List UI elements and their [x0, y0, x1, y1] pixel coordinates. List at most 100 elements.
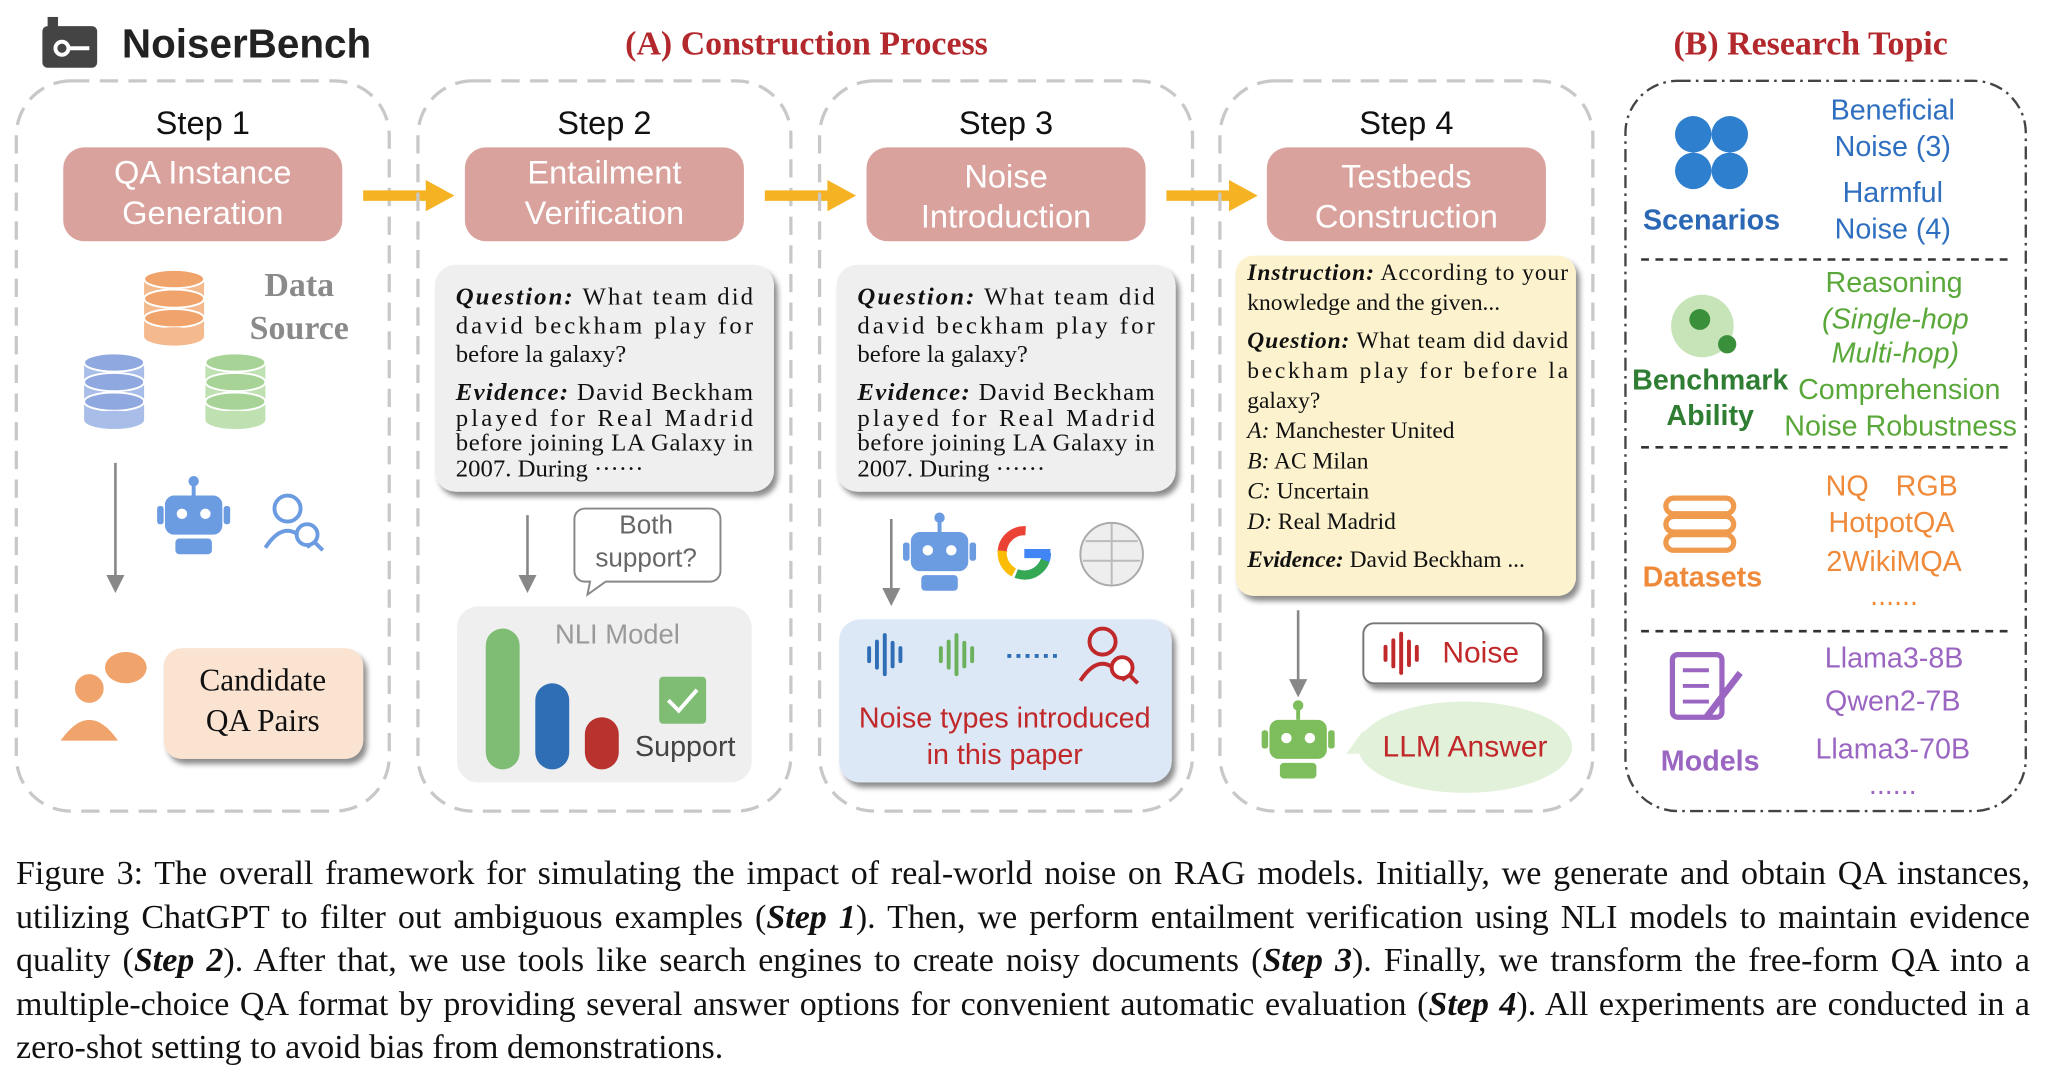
card-text: 2007. During ······	[857, 455, 1045, 482]
step-title-box	[866, 147, 1146, 242]
topic-label: Datasets	[1643, 562, 1763, 594]
nli-box	[457, 606, 752, 783]
robot-icon	[1292, 700, 1304, 711]
topic-item: 2WikiMQA	[1826, 546, 1962, 578]
db-icon	[204, 391, 267, 412]
caption-text: ). Finally, we transform the free-form Q…	[16, 942, 2030, 1023]
caption-text: ). After that, we use tools like search …	[223, 942, 1263, 979]
answer-bubble	[1358, 701, 1572, 793]
scenario-icon	[1675, 152, 1712, 190]
google-icon	[1024, 548, 1051, 559]
noise-box	[839, 619, 1172, 783]
card-line: beckham play for before la	[1247, 358, 1568, 384]
card-line: Evidence: David Beckham	[856, 378, 1154, 405]
caption-text: ). All experiments are conducted in a ze…	[16, 985, 2030, 1067]
step-label: Step 3	[959, 104, 1053, 141]
caption-step: Step 2	[133, 942, 224, 979]
card-line: david beckham play for	[857, 312, 1155, 339]
robot-icon	[934, 512, 945, 523]
section-title: (B) Research Topic	[1673, 26, 1947, 63]
card-text: before joining LA Galaxy in	[456, 429, 754, 456]
step-panel	[416, 79, 793, 813]
logo-text: NoiserBench	[122, 21, 371, 67]
topic-item: NQ	[1826, 470, 1869, 502]
nli-bar-icon	[584, 717, 619, 770]
card-line: Evidence: David Beckham ...	[1246, 547, 1525, 573]
card-label: Evidence:	[856, 378, 969, 405]
flow-arrow-head	[425, 179, 455, 212]
card-text: played for Real Madrid	[456, 405, 754, 432]
person-icon	[294, 522, 320, 548]
person-icon	[272, 493, 303, 524]
robot-icon	[921, 575, 958, 591]
framework-figure: NoiserBench (A) Construction Process (B) R…	[14, 16, 2027, 813]
robot-icon	[1279, 762, 1317, 779]
card-text: before la galaxy?	[456, 341, 627, 368]
db-icon	[83, 352, 146, 373]
robot-icon	[157, 505, 164, 525]
option-line: D: Real Madrid	[1246, 509, 1396, 535]
output-text: in this paper	[927, 739, 1084, 771]
card-text: played for Real Madrid	[857, 405, 1155, 432]
robot-icon	[164, 495, 223, 535]
user-icon	[74, 674, 104, 703]
card-text: knowledge and the given...	[1247, 291, 1500, 317]
check-icon	[666, 688, 699, 714]
card-line: knowledge and the given...	[1247, 291, 1500, 317]
db-icon	[84, 410, 145, 430]
caption-text: ). Then, we perform entailment verificat…	[16, 898, 2031, 980]
db-icon	[205, 410, 266, 430]
db-icon	[144, 327, 205, 346]
topic-item: Harmful	[1843, 177, 1943, 209]
step-title: QA Instance	[114, 153, 292, 190]
card-label: Question:	[857, 283, 974, 310]
evidence-card	[836, 264, 1176, 492]
robot-icon	[1328, 730, 1335, 749]
google-icon	[997, 526, 1052, 580]
caption-step: Step 3	[1262, 942, 1352, 979]
topic-label: Benchmark	[1632, 365, 1788, 397]
topic-item: RGB	[1896, 470, 1958, 502]
step-title: Generation	[122, 194, 283, 231]
db-icon	[204, 352, 267, 373]
card-text: David Beckham ...	[1344, 547, 1525, 573]
step-title: Introduction	[921, 198, 1091, 235]
logo-icon-tab	[47, 16, 59, 29]
card-line: Question: What team did david	[1247, 328, 1568, 354]
card-line: galaxy?	[1247, 388, 1320, 414]
scenario-icon	[1711, 116, 1749, 153]
robot-icon	[1261, 730, 1269, 749]
person-icon	[313, 541, 325, 552]
flow-arrow-head	[1229, 179, 1258, 212]
step-title-box	[1266, 147, 1546, 242]
noise-tag	[1362, 622, 1545, 685]
option-line: A: Manchester United	[1245, 418, 1455, 444]
card-line: Instruction: According to your	[1246, 261, 1568, 287]
db-icon	[83, 391, 146, 412]
output-text: Candidate	[199, 662, 326, 697]
google-icon	[997, 526, 1052, 580]
card-text: David Beckham	[971, 378, 1155, 405]
topic-item: Noise (4)	[1835, 213, 1951, 245]
card-line: 2007. During ······	[857, 455, 1045, 482]
card-line: before la galaxy?	[857, 341, 1028, 368]
step-title: Verification	[525, 194, 684, 231]
section-title: (A) Construction Process	[625, 26, 988, 63]
step-label: Step 1	[156, 104, 250, 141]
topic-item: Noise (3)	[1835, 131, 1951, 163]
bubble-text: support?	[595, 542, 697, 572]
card-text: B:	[1247, 449, 1269, 475]
card-line: Question: What team did	[456, 283, 754, 310]
user-icon	[60, 719, 119, 741]
option-line: C: Uncertain	[1247, 479, 1369, 505]
card-text: What team did	[575, 283, 754, 310]
topic-item: Llama3-8B	[1825, 642, 1964, 674]
robot-icon	[188, 475, 199, 487]
card-text: A:	[1245, 418, 1269, 444]
step-title: Testbeds	[1341, 157, 1471, 194]
topic-item: Multi-hop)	[1832, 337, 1959, 369]
card-text: Manchester United	[1269, 418, 1454, 444]
card-line: before joining LA Galaxy in	[857, 429, 1155, 456]
db-icon	[143, 308, 206, 329]
logo-icon-key	[53, 39, 71, 57]
